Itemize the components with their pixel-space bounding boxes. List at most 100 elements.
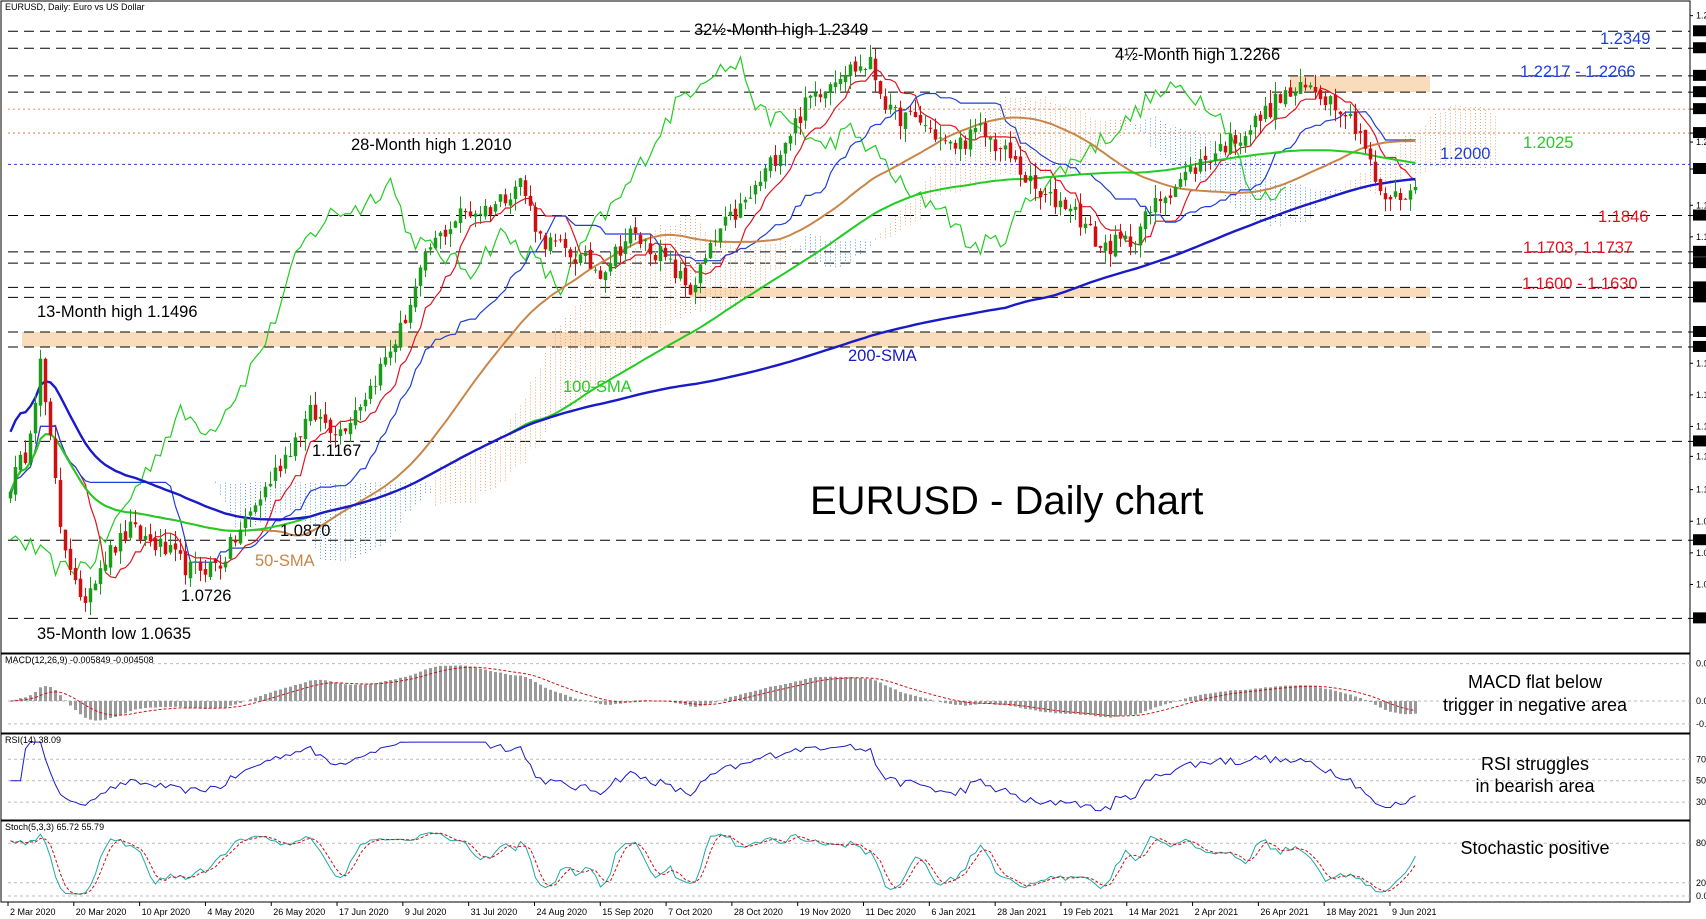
candle [873, 48, 878, 93]
date-tick-label: 9 Jun 2021 [1392, 907, 1437, 917]
date-tick-label: 10 Apr 2020 [142, 907, 191, 917]
candle [48, 398, 53, 441]
candle-body [943, 140, 948, 142]
candle-body [1183, 171, 1188, 181]
candle-body [1393, 191, 1398, 197]
candle-body [823, 91, 828, 99]
date-tick-label: 17 Jun 2020 [339, 907, 389, 917]
candle-body [418, 267, 423, 286]
candle-body [13, 467, 18, 495]
price-tick-label: 1.14960 [1696, 327, 1706, 337]
candle-body [228, 536, 233, 559]
candle-body [1053, 189, 1058, 208]
candle [658, 239, 663, 272]
candle-body [498, 194, 503, 202]
level-label-2000: 1.2000 [1440, 145, 1490, 163]
candle-body [998, 148, 1003, 150]
candle [178, 538, 183, 560]
annotation-low-0635: 35-Month low 1.0635 [37, 625, 191, 643]
candle-body [178, 550, 183, 554]
rsi-tick-label: 70.00 [1696, 754, 1706, 764]
candle [523, 175, 528, 204]
candle [248, 507, 253, 528]
sma-100-line [9, 149, 1416, 532]
candle-body [1148, 211, 1153, 213]
candle [233, 535, 238, 547]
annotation-high-1496: 13-Month high 1.1496 [37, 303, 198, 321]
macd-note-line2: trigger in negative area [1443, 695, 1628, 715]
candle-body [988, 137, 993, 140]
candle-body [918, 114, 923, 123]
candle [1213, 141, 1218, 165]
price-label-box [1693, 103, 1706, 115]
price-tick-label: 1.13070 [1696, 390, 1706, 400]
candle [833, 70, 838, 94]
candle [1083, 217, 1088, 234]
candle [708, 240, 713, 260]
candle [53, 426, 58, 484]
candle [1113, 225, 1118, 258]
candle [398, 310, 403, 351]
candle [1238, 132, 1243, 155]
candle-body [1358, 131, 1363, 133]
candle-body [1043, 194, 1048, 196]
candle-body [1153, 197, 1158, 213]
candle [363, 392, 368, 412]
candle-body [793, 118, 798, 134]
candle-body [1328, 96, 1333, 105]
candle [1058, 192, 1063, 216]
candle-body [953, 142, 958, 149]
candle [418, 264, 423, 297]
candle-body [688, 284, 693, 295]
candle-body [463, 210, 468, 213]
candle-body [698, 264, 703, 284]
candle-body [1413, 186, 1418, 191]
candle-body [438, 232, 443, 237]
level-label-2349: 1.2349 [1600, 30, 1650, 48]
candle [348, 417, 353, 442]
candle [578, 252, 583, 266]
candle [973, 118, 978, 141]
candle [153, 531, 158, 556]
price-tick-label: 1.14020 [1696, 358, 1706, 368]
candle [158, 528, 163, 557]
price-panel [0, 0, 1691, 654]
candle-body [593, 269, 598, 271]
candle-body [248, 511, 253, 516]
candle [288, 443, 293, 458]
candle-body [773, 155, 778, 166]
candle [338, 420, 343, 445]
candle [633, 217, 638, 241]
candle [1268, 90, 1273, 119]
candle [1223, 141, 1228, 156]
candle-body [553, 240, 558, 242]
candle [1208, 161, 1213, 170]
candle-body [1288, 87, 1293, 97]
candle-body [223, 561, 228, 568]
candle [888, 93, 893, 115]
candle-body [1243, 136, 1248, 146]
candle-body [108, 545, 113, 568]
candle [978, 112, 983, 132]
candle-body [853, 61, 858, 72]
candle-body [643, 240, 648, 242]
candle-body [303, 418, 308, 440]
candle [1368, 142, 1373, 166]
candle-body [398, 322, 403, 348]
candle-body [1388, 196, 1393, 200]
candle-body [573, 259, 578, 264]
candle-body [993, 139, 998, 152]
date-tick-label: 28 Jan 2021 [997, 907, 1047, 917]
date-tick-label: 15 Sep 2020 [602, 907, 653, 917]
stoch-d-line [10, 832, 1416, 895]
candle [898, 100, 903, 140]
candle [1203, 146, 1208, 172]
candle [933, 118, 938, 143]
candle [653, 253, 658, 264]
candle-body [663, 247, 668, 257]
candle-body [513, 186, 518, 199]
candle-body [118, 533, 123, 552]
candle-body [818, 94, 823, 98]
candle-body [848, 64, 853, 76]
price-tick-label: 1.20670 [1696, 137, 1706, 147]
